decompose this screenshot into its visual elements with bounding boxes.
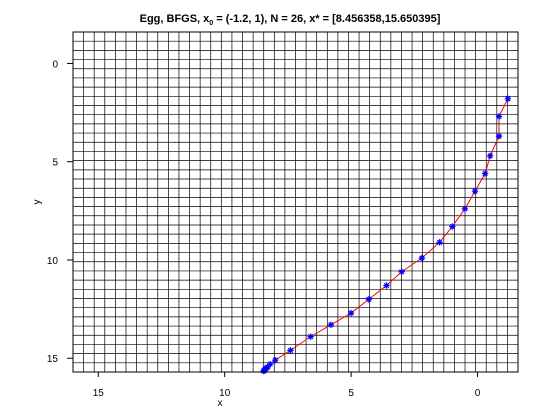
chart-title-subscript: 0 [209, 20, 213, 27]
data-point-marker [461, 205, 469, 213]
data-point-marker [272, 357, 279, 364]
y-axis-label: y [32, 200, 43, 205]
y-tick-label: 10 [47, 256, 59, 267]
data-point-marker [495, 113, 503, 120]
x-tick-label: 10 [219, 388, 231, 399]
data-point-marker [383, 282, 390, 289]
plot-frame [72, 31, 519, 373]
y-tick-label: 15 [47, 354, 59, 365]
data-point-marker [307, 333, 314, 340]
series-line [263, 98, 509, 372]
data-point-marker [495, 132, 503, 140]
x-axis-label: x [218, 398, 223, 409]
data-point-marker [347, 309, 355, 317]
chart-title-prefix: Egg, BFGS, x [140, 13, 211, 25]
x-tick-label: 15 [93, 388, 105, 399]
axis-ticks: 15 10 5 0 0 5 10 15 [47, 59, 481, 399]
data-point-marker [418, 254, 426, 262]
data-series [260, 95, 512, 375]
grid [73, 32, 518, 372]
y-tick-label: 5 [52, 158, 58, 169]
data-point-marker [481, 170, 489, 177]
data-point-marker [436, 239, 443, 246]
chart-title: Egg, BFGS, x0 = (-1.2, 1), N = 26, x* = … [140, 13, 441, 27]
y-tick-label: 0 [52, 59, 58, 70]
data-point-marker [267, 360, 274, 368]
data-point-marker [327, 321, 335, 329]
data-point-marker [287, 347, 294, 354]
chart-title-suffix: = (-1.2, 1), N = 26, x* = [8.456358,15.6… [213, 13, 441, 25]
data-point-marker [471, 187, 479, 195]
data-point-marker [398, 268, 405, 275]
x-tick-label: 5 [348, 388, 354, 399]
data-point-marker [504, 95, 512, 103]
data-point-marker [260, 367, 267, 375]
data-point-marker [449, 223, 456, 230]
data-point-marker [486, 152, 494, 160]
data-point-marker [365, 296, 373, 303]
x-tick-label: 0 [475, 388, 481, 399]
